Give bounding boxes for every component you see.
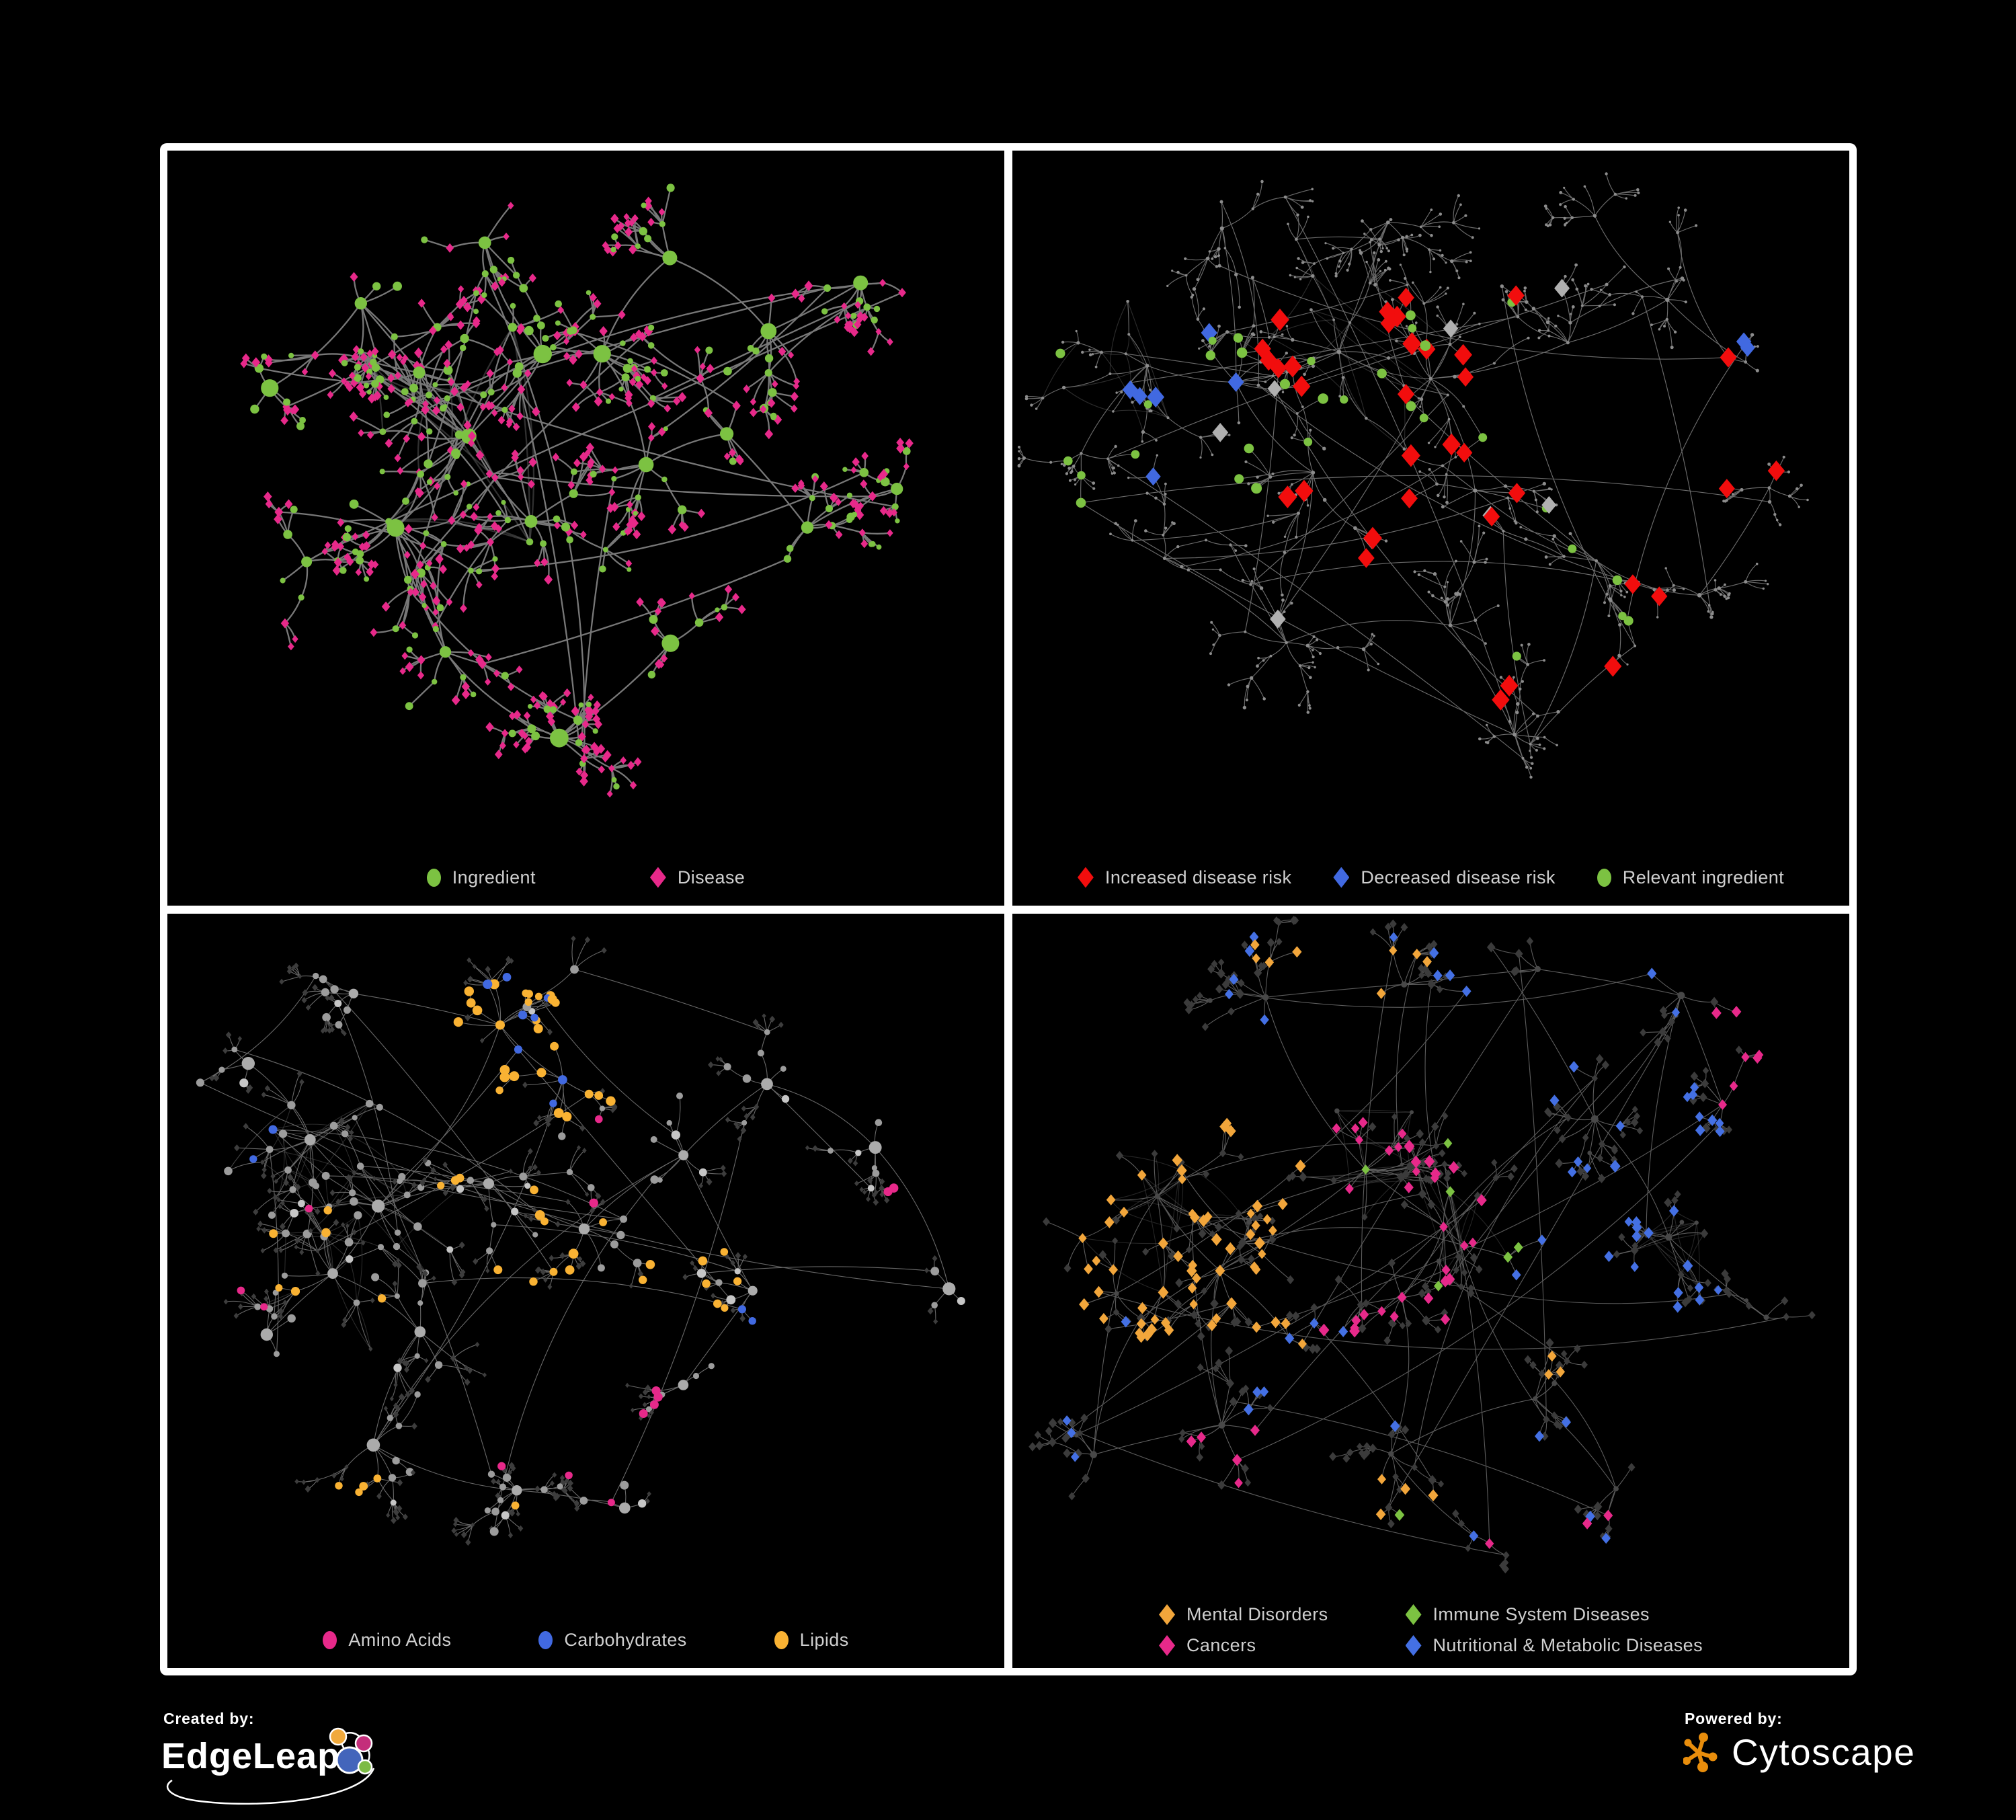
legend-item-carbohydrates: Carbohydrates	[538, 1630, 686, 1651]
nutrients-legend: Amino Acids Carbohydrates Lipids	[167, 1630, 1004, 1651]
panel-disease-classes: Mental Disorders Immune System Diseases Ca…	[1012, 913, 1849, 1668]
legend-label: Increased disease risk	[1104, 867, 1292, 887]
edgeleap-swoosh	[167, 1768, 375, 1805]
diamond-marker-icon	[1159, 1635, 1176, 1656]
diamond-marker-icon	[1159, 1604, 1176, 1625]
legend-label: Mental Disorders	[1186, 1604, 1328, 1624]
diamond-marker-icon	[1405, 1604, 1422, 1625]
disease-risk-legend: Increased disease risk Decreased disease …	[1012, 867, 1849, 888]
legend-label: Cancers	[1186, 1635, 1256, 1655]
disease-risk-network-graph	[1017, 172, 1809, 779]
legend-item-ingredient: Ingredient	[426, 867, 536, 888]
panel-disease-risk: Increased disease risk Decreased disease …	[1012, 151, 1849, 906]
circle-marker-icon	[426, 868, 441, 887]
diamond-marker-icon	[649, 867, 666, 888]
legend-label: Nutritional & Metabolic Diseases	[1433, 1635, 1703, 1655]
panel-ingredient-disease: Ingredient Disease	[167, 151, 1004, 906]
legend-item-amino-acids: Amino Acids	[323, 1630, 451, 1651]
panel-grid: Ingredient Disease Increased disease risk…	[160, 143, 1857, 1675]
circle-marker-icon	[538, 1631, 553, 1649]
ingredient-disease-legend: Ingredient Disease	[167, 867, 1004, 888]
edgeleap-network-icon	[329, 1727, 373, 1775]
legend-item-decreased-disease-risk: Decreased disease risk	[1333, 867, 1555, 888]
nutrients-network-graph	[196, 935, 965, 1546]
legend-item-relevant-ingredient: Relevant ingredient	[1597, 867, 1784, 888]
legend-label: Relevant ingredient	[1622, 867, 1785, 887]
circle-marker-icon	[1597, 868, 1611, 887]
powered-by-label: Powered by:	[1685, 1710, 1783, 1727]
legend-item-immune-system-diseases: Immune System Diseases	[1405, 1604, 1703, 1625]
diamond-marker-icon	[1405, 1635, 1422, 1656]
disease-classes-legend: Mental Disorders Immune System Diseases Ca…	[1012, 1604, 1849, 1656]
diamond-marker-icon	[1077, 867, 1094, 888]
legend-item-mental-disorders: Mental Disorders	[1159, 1604, 1328, 1625]
ingredient-disease-network-graph	[240, 184, 914, 798]
diamond-marker-icon	[1333, 867, 1350, 888]
legend-item-increased-disease-risk: Increased disease risk	[1077, 867, 1292, 888]
legend-item-lipids: Lipids	[774, 1630, 849, 1651]
edgeleap-wordmark: EdgeLeap	[161, 1736, 340, 1776]
disease-classes-network-graph	[1029, 915, 1816, 1573]
cytoscape-logo: Cytoscape	[1683, 1731, 1915, 1774]
legend-label: Lipids	[799, 1630, 849, 1650]
cytoscape-wordmark: Cytoscape	[1732, 1731, 1916, 1773]
created-by-label: Created by:	[163, 1710, 255, 1727]
cytoscape-network-icon	[1683, 1733, 1718, 1772]
panel-nutrients: Amino Acids Carbohydrates Lipids	[167, 913, 1004, 1668]
legend-label: Immune System Diseases	[1433, 1604, 1650, 1624]
legend-label: Disease	[677, 867, 745, 887]
legend-item-nutritional-metabolic-diseases: Nutritional & Metabolic Diseases	[1405, 1635, 1703, 1656]
legend-label: Decreased disease risk	[1361, 867, 1556, 887]
circle-marker-icon	[323, 1631, 337, 1649]
legend-label: Amino Acids	[348, 1630, 452, 1650]
legend-label: Carbohydrates	[564, 1630, 687, 1650]
edgeleap-logo: EdgeLeap	[161, 1727, 375, 1805]
legend-item-cancers: Cancers	[1159, 1635, 1328, 1656]
circle-marker-icon	[774, 1631, 789, 1649]
legend-label: Ingredient	[452, 867, 536, 887]
legend-item-disease: Disease	[649, 867, 745, 888]
